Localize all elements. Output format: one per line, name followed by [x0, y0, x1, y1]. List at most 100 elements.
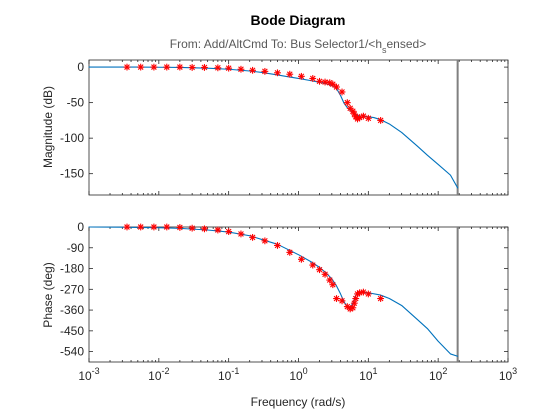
magnitude-marker-point-d2	[377, 117, 384, 124]
phase-axes-box	[88, 226, 509, 363]
magnitude-marker-point-d2	[163, 64, 170, 70]
phase-marker-point-d2	[329, 281, 336, 288]
magnitude-marker-point	[123, 63, 131, 71]
magnitude-marker-point-d2	[360, 113, 367, 119]
magnitude-y-tick-label: -100	[60, 131, 84, 145]
phase-marker-point-d2	[274, 242, 281, 249]
chart-subtitle: From: Add/AltCmd To: Bus Selector1/<hsen…	[170, 37, 426, 55]
phase-y-tick-label: -360	[60, 303, 84, 317]
magnitude-y-tick-label: -50	[67, 96, 85, 110]
magnitude-marker-point-d2	[316, 78, 323, 85]
phase-marker-point	[333, 295, 340, 302]
magnitude-marker-point-d2	[177, 64, 183, 70]
phase-x-tick-exponent: 3	[512, 366, 517, 376]
phase-marker-point	[137, 223, 145, 231]
phase-x-tick-label: 101	[359, 366, 377, 383]
magnitude-marker-point-d2	[309, 75, 316, 82]
phase-marker-point	[176, 224, 184, 231]
phase-plot	[88, 223, 459, 362]
phase-marker-point-d2	[339, 298, 345, 304]
phase-marker-point-d2	[249, 234, 256, 241]
magnitude-axes-box	[88, 59, 509, 196]
magnitude-marker-point-d2	[238, 66, 244, 73]
magnitude-marker-point-d2	[249, 67, 256, 74]
magnitude-marker-point-d2	[151, 64, 157, 70]
phase-marker-point-d2	[177, 224, 183, 231]
magnitude-y-tick-label: 0	[77, 60, 84, 74]
phase-marker-point	[214, 226, 222, 234]
phase-marker-point	[163, 223, 171, 231]
magnitude-marker-point	[316, 77, 323, 85]
phase-marker-point	[309, 261, 317, 269]
phase-marker-point-d2	[286, 249, 293, 256]
magnitude-y-tick-label: -150	[60, 167, 84, 181]
phase-marker-point-d2	[225, 228, 232, 235]
phase-x-tick-exponent: 1	[373, 366, 378, 376]
magnitude-marker-point-d2	[189, 64, 195, 71]
phase-marker-point-d2	[322, 271, 328, 278]
magnitude-marker-point	[214, 64, 222, 72]
phase-marker-point	[274, 242, 281, 249]
phase-y-tick-label: -540	[60, 345, 84, 359]
phase-marker-point-d2	[215, 227, 221, 233]
magnitude-marker-point	[176, 63, 184, 71]
magnitude-marker-point-d2	[298, 73, 305, 80]
magnitude-marker-point-d2	[262, 68, 268, 75]
phase-marker-point	[286, 248, 294, 256]
magnitude-marker-point-d2	[347, 105, 354, 112]
magnitude-marker-point	[321, 78, 329, 86]
phase-x-tick-label: 102	[429, 366, 447, 383]
phase-y-axis-label: Phase (deg)	[41, 262, 55, 327]
magnitude-marker-point-d2	[274, 69, 281, 76]
phase-x-tick-label: 10-2	[148, 366, 169, 383]
phase-marker-point	[237, 230, 245, 238]
phase-marker-point-d2	[356, 289, 363, 296]
phase-marker-point-d2	[124, 224, 130, 230]
phase-marker-point-d2	[262, 238, 268, 244]
phase-x-tick-exponent: -1	[231, 366, 239, 376]
magnitude-marker-point-d2	[215, 64, 221, 71]
magnitude-model-line	[88, 66, 459, 189]
phase-marker-point-d2	[137, 224, 144, 230]
magnitude-marker-point	[377, 116, 385, 124]
magnitude-marker-point	[329, 80, 337, 88]
phase-x-tick-label: 100	[289, 366, 307, 383]
phase-marker-point	[297, 255, 305, 263]
magnitude-plot	[88, 60, 459, 195]
phase-marker-point-d2	[326, 277, 333, 283]
phase-marker-point	[150, 223, 158, 231]
phase-marker-point-d2	[333, 295, 340, 302]
phase-marker-point-d2	[298, 256, 305, 263]
magnitude-marker-point-d2	[351, 111, 358, 117]
phase-marker-point	[123, 223, 131, 231]
phase-marker-point	[261, 237, 269, 245]
magnitude-marker-point	[286, 70, 294, 78]
magnitude-marker-point	[249, 66, 256, 74]
magnitude-marker-point-d2	[286, 71, 293, 78]
magnitude-marker-point-d2	[137, 64, 144, 70]
phase-y-tick-label: 0	[77, 220, 84, 234]
magnitude-y-axis-label: Magnitude (dB)	[41, 86, 55, 168]
magnitude-marker-point	[309, 75, 317, 82]
phase-marker-point	[364, 290, 372, 298]
magnitude-marker-point	[225, 64, 233, 72]
magnitude-marker-point-d2	[344, 99, 351, 106]
phase-marker-point-d2	[163, 224, 170, 230]
phase-marker-point-d2	[238, 231, 244, 237]
phase-y-tick-label: -270	[60, 282, 84, 296]
phase-x-tick-exponent: 2	[442, 366, 447, 376]
magnitude-marker-point	[343, 99, 351, 107]
magnitude-marker-point	[274, 69, 281, 77]
magnitude-marker-point-d2	[124, 64, 130, 70]
phase-marker-point-d2	[316, 266, 323, 273]
phase-marker-point-d2	[309, 262, 316, 268]
phase-marker-point-d2	[344, 303, 351, 310]
phase-marker-point	[249, 233, 256, 241]
phase-marker-point	[326, 276, 334, 284]
magnitude-marker-point	[261, 67, 269, 75]
phase-marker-point	[188, 224, 196, 232]
magnitude-marker-point	[188, 64, 196, 71]
